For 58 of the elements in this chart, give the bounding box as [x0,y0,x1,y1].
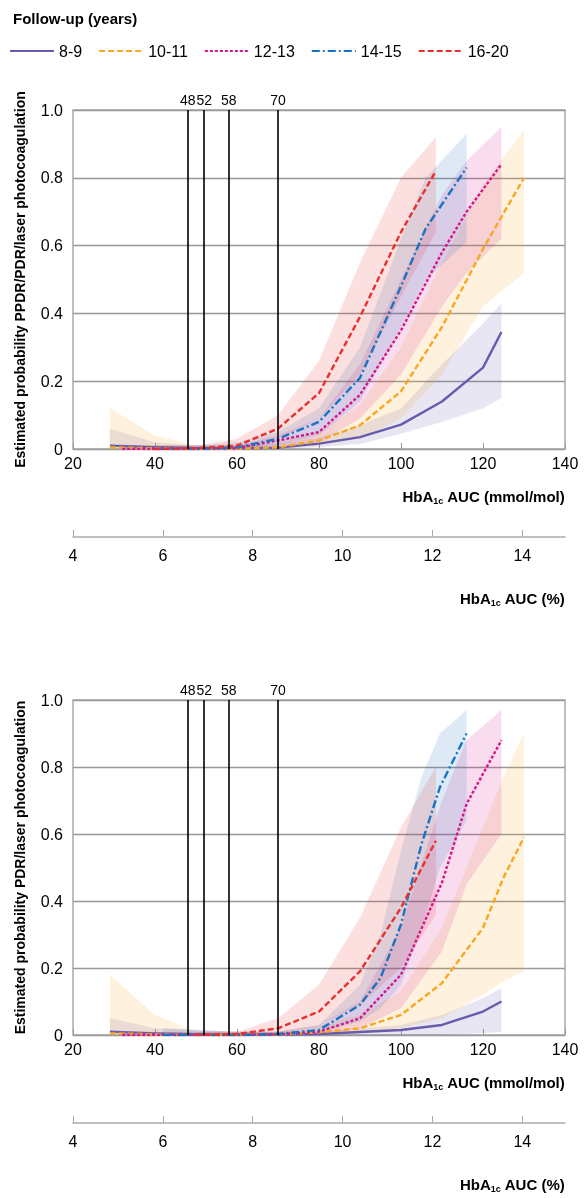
x2-tick-label: 10 [333,1132,352,1150]
x-tick-label: 100 [387,454,415,472]
legend-label: 16-20 [467,42,509,60]
ref-line-label: 70 [270,682,286,698]
x-tick-label: 40 [146,1040,164,1058]
ref-line-label: 70 [270,92,286,108]
x2-tick-label: 14 [513,546,532,564]
legend-label: 12-13 [253,42,295,60]
line-series [108,1000,503,1037]
x-tick-label: 60 [228,1040,246,1058]
y-tick-label: 0.8 [40,758,64,776]
x-tick-label: 20 [64,454,82,472]
x-tick-label: 100 [387,1040,415,1058]
y-tick-label: 1.0 [40,691,64,709]
x-tick-label: 140 [551,454,579,472]
x-tick-label: 80 [310,454,328,472]
x2-tick-label: 12 [423,546,442,564]
x2-tick-label: 10 [333,546,352,564]
line-series [108,836,526,1037]
x2-tick-label: 6 [158,546,168,564]
y-tick-label: 1.0 [40,101,64,119]
y-tick-label: 0.8 [40,169,64,187]
x-tick-label: 120 [469,454,497,472]
ref-line-label: 48 [180,92,196,108]
x2-tick-label: 4 [68,1132,78,1150]
legend-title: Follow-up (years) [13,10,138,27]
x-tick-label: 140 [551,1040,579,1058]
y-tick-label: 0 [54,440,64,458]
y-tick-label: 0.6 [40,825,64,843]
y-axis-title: Estimated probability PPDR/PDR/laser photocoagulation [12,91,28,468]
x-tick-label: 20 [64,1040,82,1058]
ref-line-label: 52 [196,92,213,108]
x-tick-label: 40 [146,454,164,472]
x-tick-label: 80 [310,1040,328,1058]
x2-tick-label: 12 [423,1132,442,1150]
y-tick-label: 0.2 [40,372,64,390]
ref-line-label: 48 [180,682,196,698]
y-tick-label: 0 [54,1026,64,1044]
legend-label: 14-15 [360,42,402,60]
y-tick-label: 0.4 [40,304,64,322]
y-tick-label: 0.6 [40,237,64,255]
x2-tick-label: 8 [248,546,258,564]
x2-tick-label: 4 [68,546,78,564]
x-tick-label: 60 [228,454,246,472]
line-series [194,839,438,1037]
y-tick-label: 0.4 [40,892,64,910]
legend-label: 10-11 [148,42,188,60]
y-tick-label: 0.2 [40,959,64,977]
ref-line-label: 52 [196,682,213,698]
line-series [108,330,503,450]
ref-line-label: 58 [221,682,237,698]
ref-line-label: 58 [221,92,237,108]
legend-label: 8-9 [59,42,83,60]
x2-tick-label: 8 [248,1132,258,1150]
y-axis-title: Estimated probability PDR/laser photocoagulation [12,700,28,1035]
x-tick-label: 120 [469,1040,497,1058]
x2-tick-label: 14 [513,1132,532,1150]
x2-tick-label: 6 [158,1132,168,1150]
